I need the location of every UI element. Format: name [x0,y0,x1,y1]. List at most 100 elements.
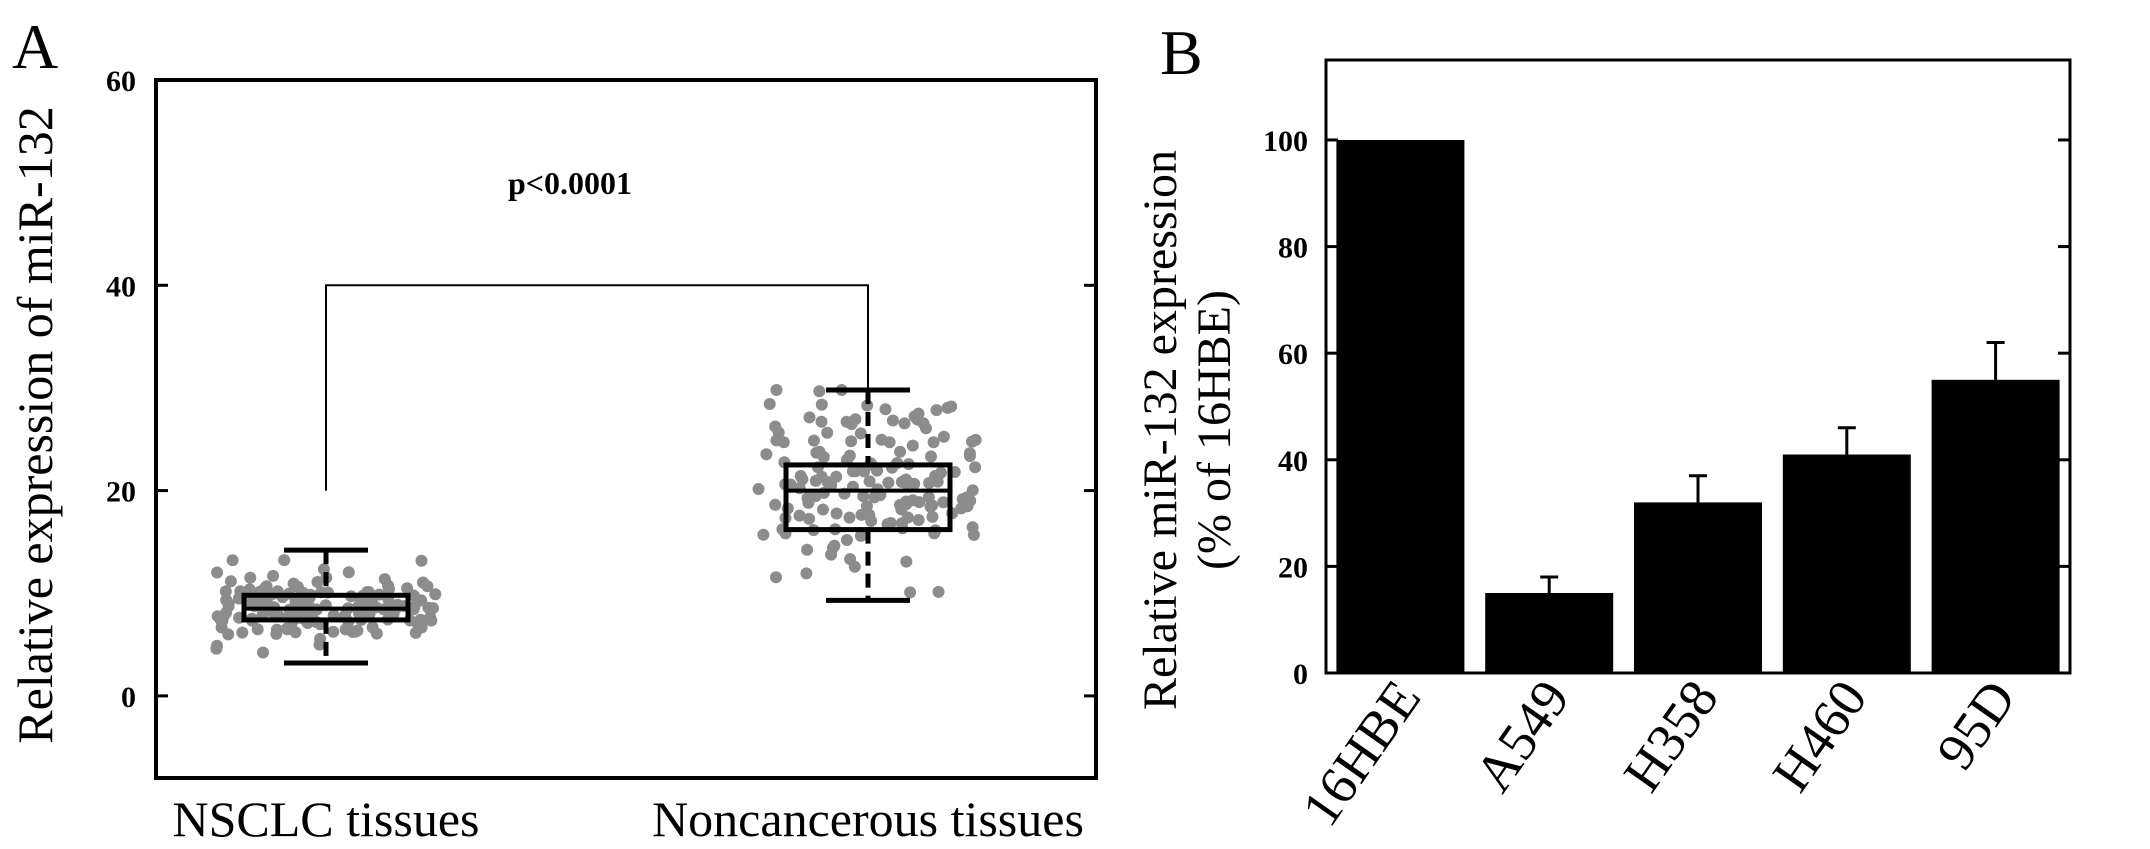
x-tick-label-h358: H358 [1612,669,1730,802]
data-point [260,580,273,593]
data-point [313,638,326,651]
data-point [401,582,414,595]
data-point [211,566,224,579]
data-point [860,500,873,513]
data-point [924,500,937,513]
interquartile-box [783,462,953,533]
boxplot-nsclc [241,547,411,666]
data-point [963,450,976,462]
data-point [857,490,870,503]
data-point [220,594,233,607]
data-point [757,528,770,541]
data-point [407,603,420,616]
data-point [793,509,806,522]
data-point [424,611,437,624]
data-point [422,601,435,614]
panel-b-y-tick-label: 40 [1278,445,1308,478]
data-point [801,492,814,504]
data-point [770,571,782,584]
data-point [911,413,924,426]
data-point [222,628,235,641]
data-point [772,426,785,439]
panel-b-y-tick-label: 80 [1278,232,1308,265]
data-point [224,575,237,588]
data-point [937,430,950,443]
data-point [327,625,340,638]
data-point [895,476,908,488]
data-point [803,512,816,525]
category-label-nsclc: NSCLC tissues [172,791,479,847]
data-point [843,449,856,462]
panel-a-y-axis-label: Relative expression of miR-132 [7,106,63,743]
p-value-annotation: p<0.0001 [508,165,632,201]
panel-b: B Relative miR-132 expression (% of 16HB… [1134,17,2072,837]
data-point [913,496,926,509]
bar-h460 [1782,454,1911,673]
data-point [270,623,283,636]
data-point [219,585,232,598]
data-point [378,573,391,586]
panel-b-y-axis-label-line1: Relative miR-132 expression [1134,150,1187,710]
panel-b-x-tick-labels: 16HBE A549 H358 H460 95D [1290,669,2027,836]
data-point [926,510,939,523]
data-point [417,576,429,589]
data-point [236,626,249,639]
data-point [821,426,834,439]
data-point [855,508,868,521]
panel-a: A Relative expression of miR-132 p<0.000… [7,11,1098,847]
data-point [854,427,867,440]
panel-a-letter: A [12,11,58,82]
data-point [845,435,858,448]
data-point [210,642,223,655]
x-tick-label-95d: 95D [1925,669,2027,780]
data-point [908,477,921,490]
data-point [927,436,940,449]
data-point [257,646,269,659]
data-point [923,477,936,489]
bar-h358 [1634,502,1762,673]
data-point [796,473,809,486]
data-point [289,626,302,639]
panel-a-y-tick-label: 40 [106,270,136,303]
x-tick-label-16hbe: 16HBE [1290,669,1432,836]
data-point [937,496,950,509]
data-point [817,503,829,516]
panel-b-y-tick-label: 60 [1278,338,1308,371]
data-point [267,569,280,582]
data-point [932,585,945,598]
data-point [849,465,862,478]
data-point [760,448,773,461]
bar-95d [1931,379,2060,673]
significance-bracket [325,284,869,491]
data-point [243,583,256,596]
data-point [214,613,227,626]
data-point [346,625,359,638]
data-point [882,476,895,489]
data-point [920,422,932,435]
data-point [894,445,907,458]
data-point [813,445,826,458]
data-point [886,414,899,427]
data-point [961,491,974,504]
data-point [770,384,783,396]
data-point [967,528,980,541]
data-point [807,434,820,447]
panel-b-bars [1336,140,2060,673]
data-point [366,621,379,634]
data-point [871,464,883,477]
data-point [845,418,858,431]
panel-b-plot-frame [1324,58,2072,675]
significance-bracket-line [325,284,869,491]
data-point [809,474,822,487]
data-point [969,433,982,446]
data-point [821,476,834,489]
panel-b-y-tick-label: 100 [1263,125,1308,158]
data-point [278,554,291,567]
data-point [863,475,876,488]
data-point [844,553,857,566]
data-point [865,515,878,527]
data-point [854,529,867,542]
data-point [904,586,917,599]
data-point [843,511,856,524]
panel-a-boxplots [241,387,953,666]
